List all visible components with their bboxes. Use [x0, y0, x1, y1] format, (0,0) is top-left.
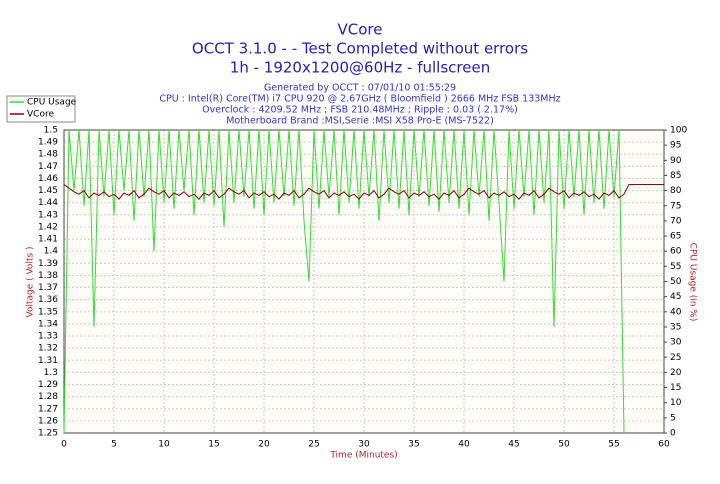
y-tick-label: 1.3 [44, 368, 58, 378]
y-tick-label: 1.49 [38, 138, 58, 148]
legend-label: CPU Usage [27, 98, 77, 108]
y2-tick-label: 70 [670, 216, 682, 226]
x-tick-label: 10 [158, 440, 170, 450]
x-tick-label: 50 [558, 440, 570, 450]
y2-tick-label: 10 [670, 398, 682, 408]
y2-tick-label: 25 [670, 353, 681, 363]
y-tick-label: 1.28 [38, 392, 58, 402]
y-tick-label: 1.46 [38, 174, 58, 184]
y-axis-label: Voltage ( Volts ) [26, 246, 36, 317]
chart-subtitle: OCCT 3.1.0 - - Test Completed without er… [192, 40, 528, 58]
info-line: Motherboard Brand :MSI,Serie :MSI X58 Pr… [226, 116, 494, 127]
y-tick-label: 1.38 [38, 271, 58, 281]
x-tick-label: 35 [408, 440, 419, 450]
x-tick-label: 20 [258, 440, 270, 450]
series-line [63, 129, 625, 434]
info-line: Generated by OCCT : 07/01/10 01:55:29 [264, 83, 456, 94]
y2-tick-label: 85 [670, 171, 681, 181]
legend [6, 95, 76, 123]
chart-title: VCore [338, 21, 383, 39]
y-tick-label: 1.36 [38, 295, 58, 305]
y-tick-label: 1.44 [38, 198, 58, 208]
y2-tick-label: 5 [670, 413, 676, 423]
y2-tick-label: 0 [670, 429, 676, 439]
y-tick-label: 1.27 [38, 404, 58, 414]
y-tick-label: 1.43 [38, 210, 58, 220]
x-tick-label: 60 [658, 440, 670, 450]
y2-tick-label: 55 [670, 262, 681, 272]
y-tick-label: 1.37 [38, 283, 58, 293]
y2-tick-label: 95 [670, 141, 681, 151]
chart-subtitle: 1h - 1920x1200@60Hz - fullscreen [230, 59, 490, 77]
x-tick-label: 5 [111, 440, 117, 450]
y2-tick-label: 50 [670, 277, 682, 287]
info-line: Overclock : 4209.52 MHz ; FSB 210.48MHz … [202, 105, 518, 116]
y2-tick-label: 30 [670, 338, 682, 348]
y-tick-label: 1.42 [38, 222, 58, 232]
y-tick-label: 1.25 [38, 429, 58, 439]
y-tick-label: 1.4 [44, 247, 59, 257]
y2-tick-label: 80 [670, 186, 682, 196]
y-tick-label: 1.35 [38, 307, 58, 317]
y-tick-label: 1.48 [38, 150, 58, 160]
y-tick-label: 1.45 [38, 186, 58, 196]
y2-tick-label: 100 [670, 126, 687, 136]
x-axis-label: Time (Minutes) [329, 451, 397, 461]
y2-tick-label: 40 [670, 307, 682, 317]
legend-label: VCore [27, 110, 54, 120]
y-tick-label: 1.41 [38, 235, 58, 245]
x-tick-label: 55 [608, 440, 619, 450]
x-tick-label: 15 [208, 440, 219, 450]
x-tick-label: 25 [308, 440, 319, 450]
y-tick-label: 1.47 [38, 162, 58, 172]
y2-tick-label: 45 [670, 292, 681, 302]
y-tick-label: 1.29 [38, 380, 58, 390]
x-tick-label: 0 [61, 440, 67, 450]
x-tick-label: 40 [458, 440, 470, 450]
y2-axis-label: CPU Usage (in %) [688, 243, 698, 322]
y-tick-label: 1.5 [44, 126, 58, 136]
y-tick-label: 1.39 [38, 259, 58, 269]
series-line [63, 184, 664, 200]
y2-tick-label: 60 [670, 247, 682, 257]
y2-tick-label: 35 [670, 322, 681, 332]
y-tick-label: 1.33 [38, 332, 58, 342]
y2-tick-label: 15 [670, 383, 681, 393]
y-tick-label: 1.34 [38, 319, 58, 329]
y-tick-label: 1.26 [38, 416, 58, 426]
x-tick-label: 45 [508, 440, 519, 450]
y2-tick-label: 90 [670, 156, 682, 166]
y-tick-label: 1.32 [38, 344, 58, 354]
x-tick-label: 30 [358, 440, 370, 450]
y-tick-label: 1.31 [38, 356, 58, 366]
y2-tick-label: 65 [670, 232, 681, 242]
y2-tick-label: 20 [670, 368, 682, 378]
y2-tick-label: 75 [670, 201, 681, 211]
info-line: CPU : Intel(R) Core(TM) i7 CPU 920 @ 2.6… [159, 94, 560, 105]
